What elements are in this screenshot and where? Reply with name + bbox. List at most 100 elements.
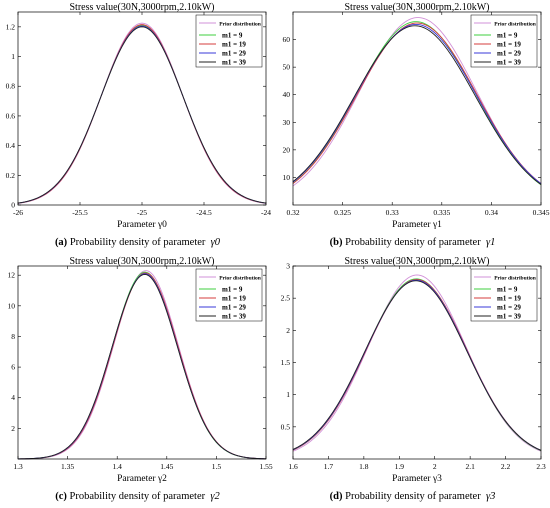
chart-c-xtick-label-4: 1.5 — [212, 462, 222, 471]
caption-b-label: (b) — [329, 237, 343, 248]
caption-a-text: Probability density of parameter — [69, 237, 206, 248]
chart-d-curves — [292, 274, 542, 452]
chart-b-axes-box — [292, 11, 542, 206]
chart-a-ytick-label-2: 0.4 — [6, 141, 16, 150]
chart-c-ytick-label-3: 8 — [11, 332, 15, 341]
chart-b-xtick-label-1: 0.325 — [334, 208, 351, 217]
chart-a-ytick-label-6: 1.2 — [6, 22, 16, 31]
chart-a-ytick-label-3: 0.6 — [6, 111, 16, 120]
chart-d-ytick-label-3: 2 — [286, 326, 290, 335]
chart-a-legend-box — [195, 14, 263, 68]
chart-b-ytick-label-2: 30 — [283, 118, 291, 127]
chart-d-legend-box — [470, 268, 538, 322]
chart-a-legend-label-1: m1 = 9 — [222, 32, 243, 40]
chart-c-xtick-label-1: 1.35 — [61, 462, 74, 471]
chart-c-svg: Stress value(30N,3000rpm,2.10kW) 1.3 1.35 1… — [8, 256, 273, 484]
chart-d-xtick-label-0: 1.6 — [288, 462, 298, 471]
chart-a-xtick-label-0: -26 — [13, 208, 23, 217]
caption-d-label: (d) — [329, 491, 343, 502]
chart-d-legend-label-4: m1 = 39 — [497, 313, 521, 321]
caption-b-symbol: γ1 — [485, 237, 496, 248]
chart-panel-a: Stress value(30N,3000rpm,2.10kW) -26 -25.5… — [0, 0, 275, 254]
chart-c-legend-label-4: m1 = 39 — [222, 313, 246, 321]
chart-c-ytick-label-0: 2 — [11, 424, 15, 433]
chart-c-ytick-label-1: 4 — [11, 393, 15, 402]
chart-c-curves — [17, 270, 267, 460]
chart-a-ytick-label-5: 1 — [11, 52, 15, 61]
caption-a-symbol: γ0 — [210, 237, 221, 248]
chart-b-series-line-2 — [292, 22, 542, 184]
chart-b-xlabel: Parameter γ1 — [392, 220, 442, 230]
caption-d-text: Probability density of parameter — [345, 491, 481, 502]
chart-d-xtick-label-3: 1.9 — [395, 462, 405, 471]
chart-b-legend-box — [470, 14, 538, 68]
chart-a-xtick-label-3: -24.5 — [196, 208, 212, 217]
chart-b-legend-label-1: m1 = 9 — [497, 32, 518, 40]
chart-c-xtick-label-3: 1.45 — [160, 462, 173, 471]
chart-a-title: Stress value(30N,3000rpm,2.10kW) — [70, 2, 215, 13]
chart-d-xlabel: Parameter γ3 — [392, 474, 442, 484]
caption-c-text: Probability density of parameter — [69, 491, 206, 502]
chart-c-ytick-label-4: 10 — [8, 301, 16, 310]
chart-b-legend-label-4: m1 = 39 — [497, 59, 521, 67]
chart-c-legend-label-3: m1 = 29 — [222, 304, 246, 312]
chart-d-ytick-label-2: 1.5 — [281, 358, 291, 367]
chart-d-ytick-label-0: 0.5 — [281, 422, 291, 431]
chart-d-title: Stress value(30N,3000rpm,2.10kW) — [345, 256, 490, 267]
chart-panel-c: Stress value(30N,3000rpm,2.10kW) 1.3 1.35 1… — [0, 254, 275, 508]
chart-b-ytick-label-5: 60 — [283, 35, 291, 44]
chart-b-series-line-1 — [292, 21, 542, 186]
chart-b-legend-label-2: m1 = 19 — [497, 41, 521, 49]
caption-c-label: (c) — [55, 491, 67, 502]
chart-b-ytick-label-4: 50 — [283, 63, 291, 72]
chart-b-title: Stress value(30N,3000rpm,2.10kW) — [345, 2, 490, 13]
chart-b-series-line-3 — [292, 23, 542, 184]
chart-a-legend-label-0: Prior distribution — [219, 22, 261, 28]
chart-d-xtick-label-1: 1.7 — [324, 462, 334, 471]
caption-d-symbol: γ3 — [485, 491, 496, 502]
chart-d-legend-label-3: m1 = 29 — [497, 304, 521, 312]
caption-a-label: (a) — [54, 237, 68, 248]
chart-b-ytick-label-3: 40 — [283, 90, 291, 99]
chart-d-legend-label-0: Prior distribution — [494, 276, 536, 282]
chart-c-axes-box — [17, 265, 267, 460]
caption-a: (a) Probability density of parameter γ0 — [0, 232, 275, 254]
chart-c-xtick-label-2: 1.4 — [113, 462, 123, 471]
chart-d-legend-label-1: m1 = 9 — [497, 286, 518, 294]
chart-b-legend-label-0: Prior distribution — [494, 22, 536, 28]
caption-b: (b) Probability density of parameter γ1 — [275, 232, 550, 254]
chart-d-svg: Stress value(30N,3000rpm,2.10kW) 1.6 1.7 1.… — [281, 256, 546, 484]
caption-d: (d) Probability density of parameter γ3 — [275, 486, 550, 508]
chart-b-series-line-4 — [292, 25, 542, 185]
chart-d-ytick-label-1: 1 — [286, 390, 290, 399]
chart-a-xtick-label-1: -25.5 — [72, 208, 88, 217]
chart-b-curves — [292, 17, 542, 187]
chart-a-legend-label-2: m1 = 19 — [222, 41, 246, 49]
chart-b-xtick-label-4: 0.34 — [485, 208, 498, 217]
chart-a-xlabel: Parameter γ0 — [117, 220, 167, 230]
chart-d-xtick-label-5: 2.1 — [465, 462, 475, 471]
chart-a-curves — [17, 22, 267, 204]
chart-d-legend-label-2: m1 = 19 — [497, 295, 521, 303]
chart-b-xtick-label-3: 0.335 — [433, 208, 450, 217]
chart-a-legend-label-3: m1 = 29 — [222, 50, 246, 58]
caption-b-text: Probability density of parameter — [345, 237, 481, 248]
chart-d-xtick-label-6: 2.2 — [501, 462, 511, 471]
chart-c-series-line-4 — [17, 273, 267, 460]
chart-c-legend-label-2: m1 = 19 — [222, 295, 246, 303]
chart-a-ytick-label-4: 0.8 — [6, 82, 16, 91]
caption-c: (c) Probability density of parameter γ2 — [0, 486, 275, 508]
chart-b-ytick-label-0: 10 — [283, 173, 291, 182]
chart-c-ytick-label-2: 6 — [11, 363, 15, 372]
chart-b-svg: Stress value(30N,3000rpm,2.10kW) 0.32 0.32… — [283, 2, 550, 230]
chart-c-legend-label-1: m1 = 9 — [222, 286, 243, 294]
chart-c-title: Stress value(30N,3000rpm,2.10kW) — [70, 256, 215, 267]
chart-d-ytick-label-5: 3 — [286, 262, 290, 271]
chart-b-xtick-label-2: 0.33 — [386, 208, 399, 217]
chart-panel-d: Stress value(30N,3000rpm,2.10kW) 1.6 1.7 1.… — [275, 254, 550, 508]
caption-c-symbol: γ2 — [210, 491, 220, 502]
chart-a-legend-label-4: m1 = 39 — [222, 59, 246, 67]
